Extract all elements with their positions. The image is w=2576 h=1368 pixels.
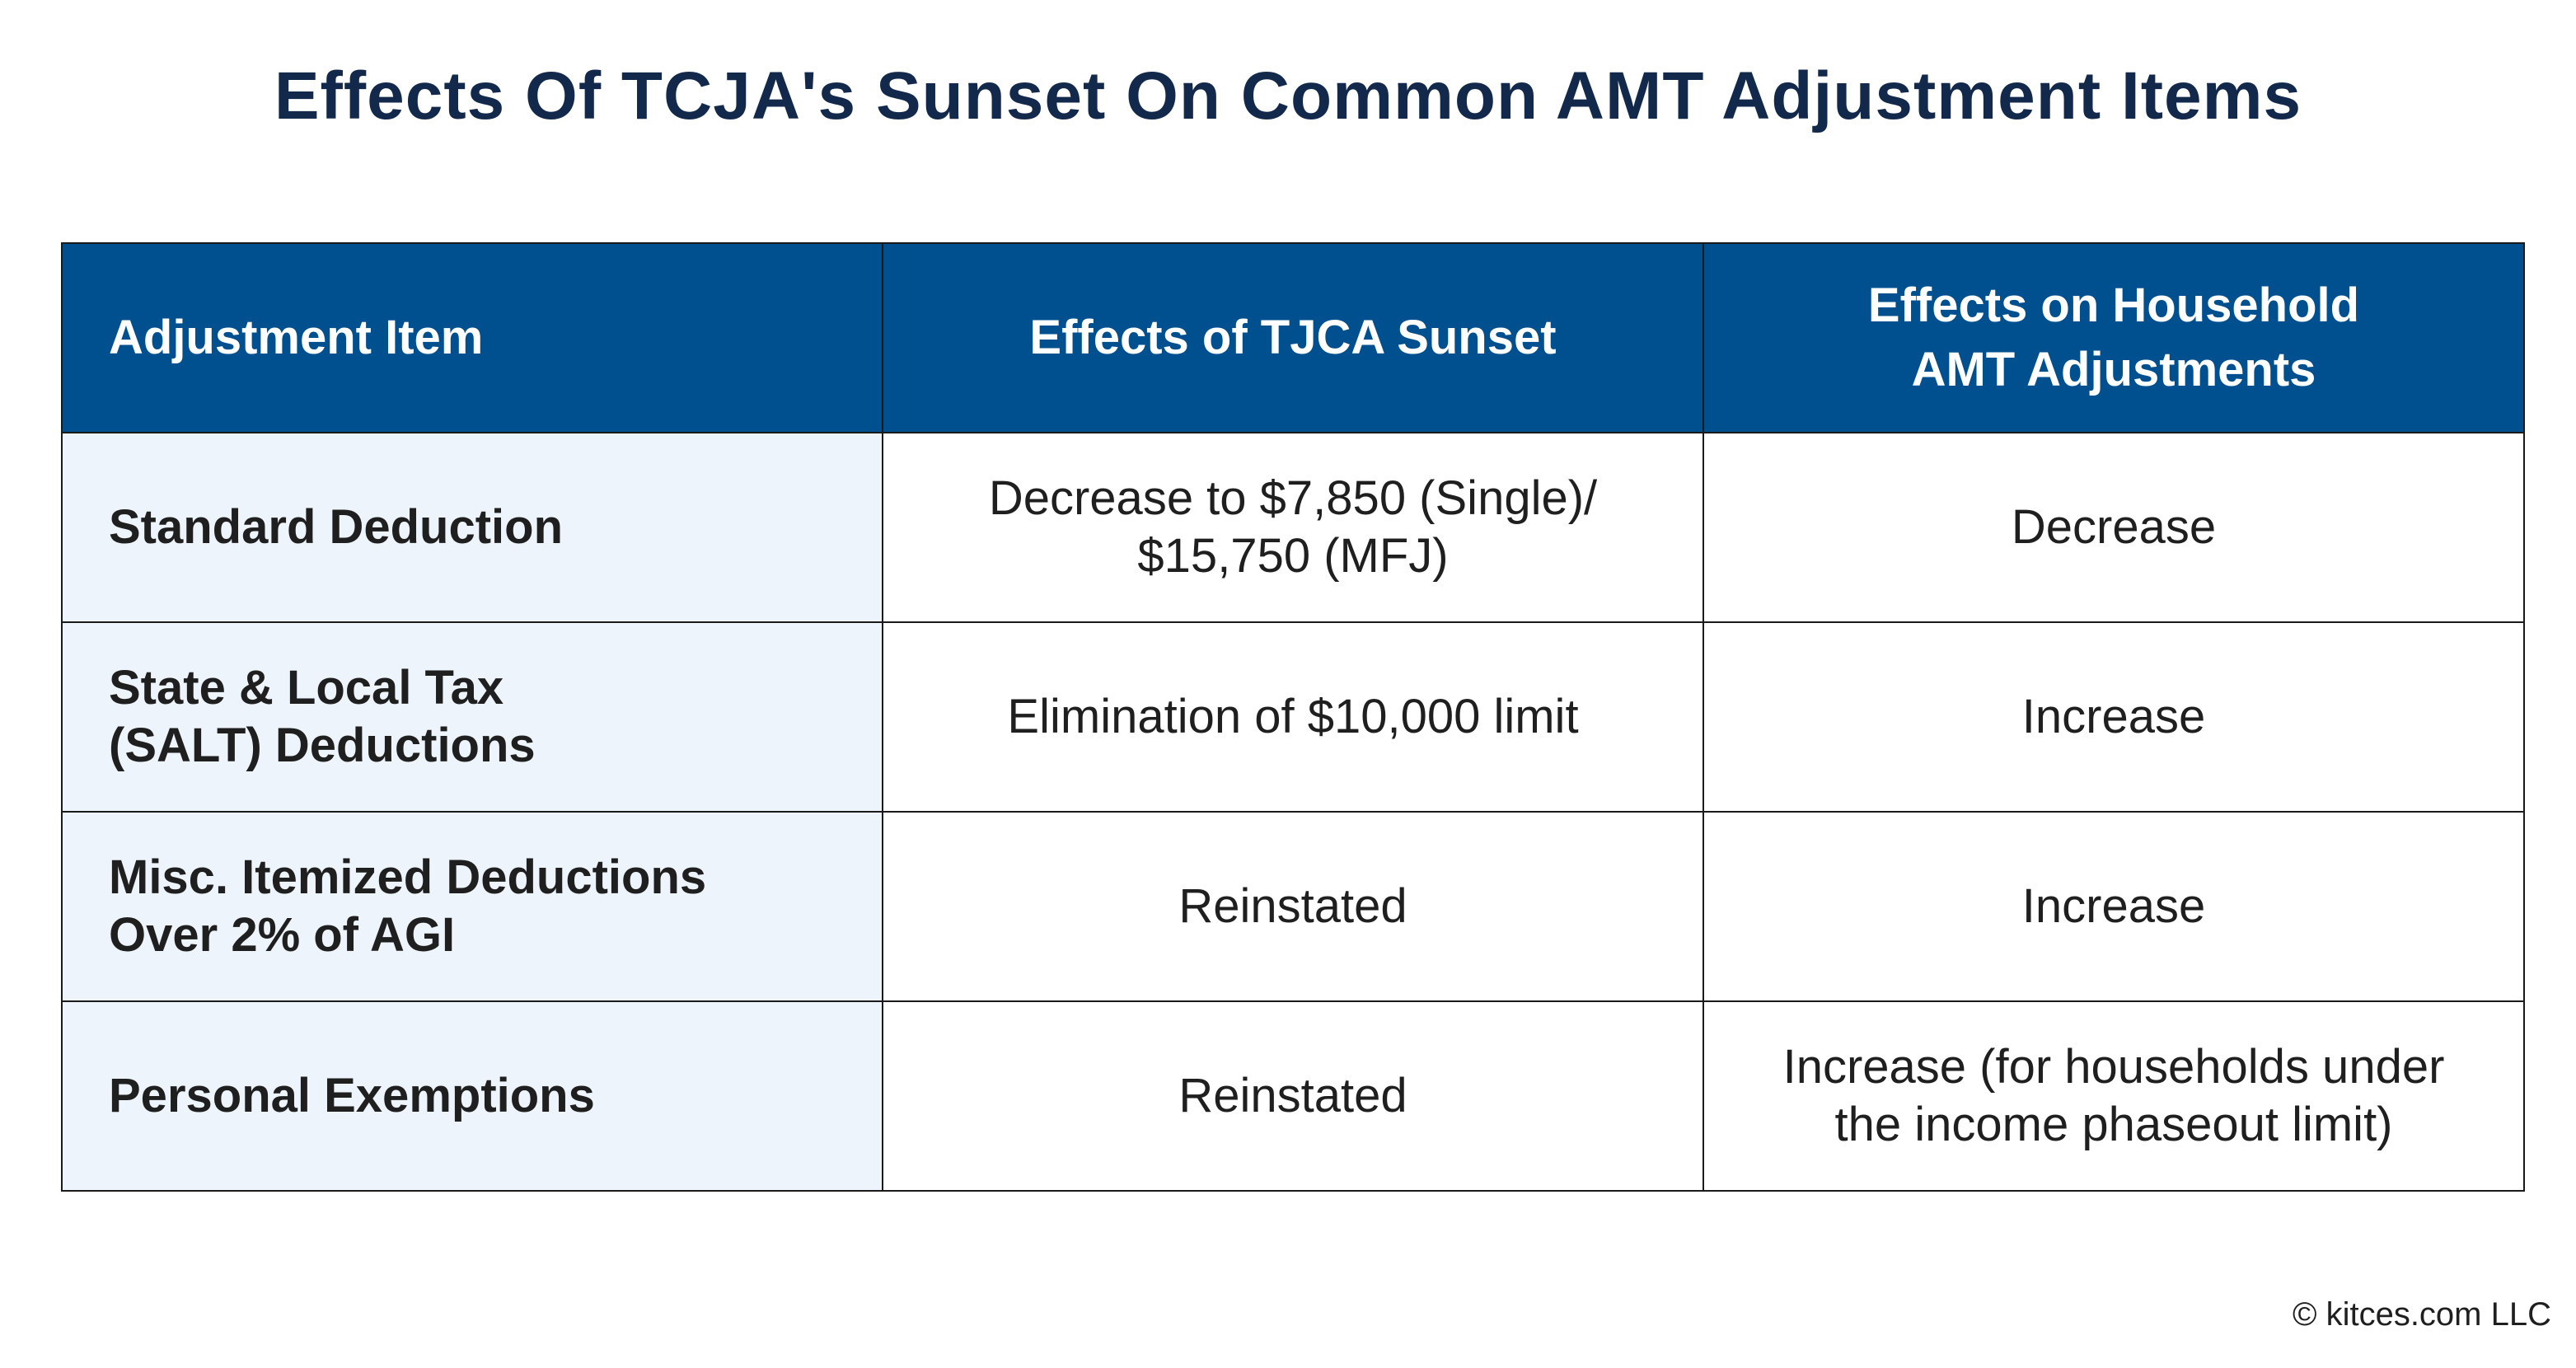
table-header-row: Adjustment Item Effects of TJCA Sunset E… [61, 242, 2525, 433]
column-header-amt-effects: Effects on Household AMT Adjustments [1703, 242, 2525, 433]
table-row: Standard Deduction Decrease to $7,850 (S… [61, 432, 2525, 623]
amt-adjustment-table: Adjustment Item Effects of TJCA Sunset E… [61, 242, 2525, 1192]
column-header-sunset-effects: Effects of TJCA Sunset [882, 242, 1704, 433]
adjustment-item-cell: Standard Deduction [61, 432, 883, 623]
sunset-effect-cell: Reinstated [882, 811, 1704, 1002]
column-header-adjustment-item: Adjustment Item [61, 242, 883, 433]
sunset-effect-cell: Reinstated [882, 1000, 1704, 1192]
amt-effect-cell: Increase (for households under the incom… [1703, 1000, 2525, 1192]
table-row: Misc. Itemized Deductions Over 2% of AGI… [61, 811, 2525, 1002]
table-row: Personal Exemptions Reinstated Increase … [61, 1000, 2525, 1192]
sunset-effect-cell: Decrease to $7,850 (Single)/ $15,750 (MF… [882, 432, 1704, 623]
copyright-footer: © kitces.com LLC [2292, 1296, 2551, 1333]
table-row: State & Local Tax (SALT) Deductions Elim… [61, 621, 2525, 813]
adjustment-item-cell: Misc. Itemized Deductions Over 2% of AGI [61, 811, 883, 1002]
amt-effect-cell: Increase [1703, 811, 2525, 1002]
adjustment-item-cell: State & Local Tax (SALT) Deductions [61, 621, 883, 813]
adjustment-item-cell: Personal Exemptions [61, 1000, 883, 1192]
page-title: Effects Of TCJA's Sunset On Common AMT A… [274, 59, 2302, 134]
sunset-effect-cell: Elimination of $10,000 limit [882, 621, 1704, 813]
amt-effect-cell: Decrease [1703, 432, 2525, 623]
amt-effect-cell: Increase [1703, 621, 2525, 813]
